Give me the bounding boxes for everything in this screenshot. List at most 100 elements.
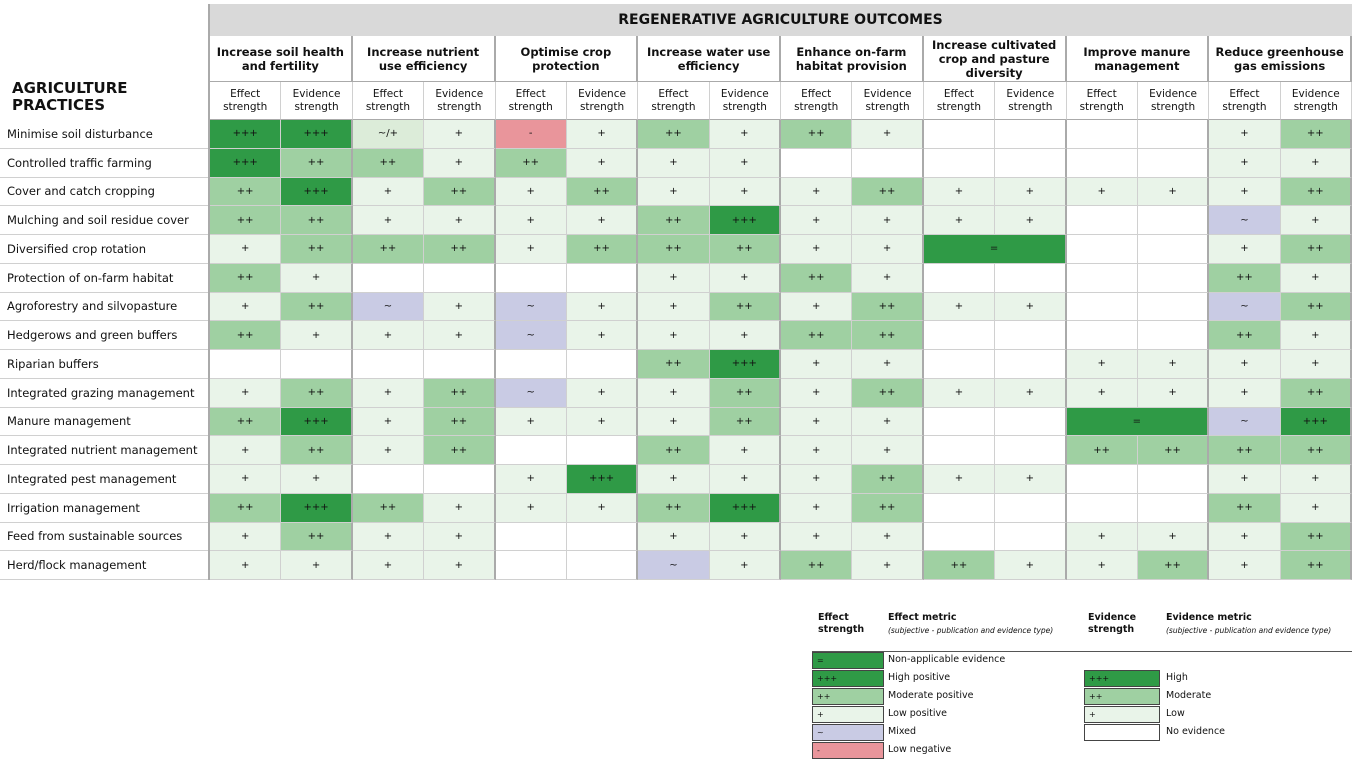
rating-cell: ++ <box>852 177 924 207</box>
rating-cell: ++ <box>210 493 282 523</box>
empty-cell <box>495 350 567 379</box>
empty-cell <box>995 321 1067 350</box>
rating-cell: + <box>1280 465 1352 494</box>
metric-header: Evidence strength <box>852 82 924 120</box>
legend-note: (subjective - publication and evidence t… <box>1166 626 1332 635</box>
rating-cell: ++ <box>210 206 282 235</box>
rating-cell: + <box>781 407 853 437</box>
rating-cell: ++ <box>495 148 567 178</box>
empty-cell <box>495 436 567 465</box>
empty-cell <box>495 263 567 293</box>
empty-cell <box>1066 235 1138 264</box>
practice-label: Manure management <box>0 408 208 437</box>
empty-cell <box>923 407 996 437</box>
rating-cell: + <box>638 263 710 293</box>
practice-label: Integrated grazing management <box>0 379 208 408</box>
rating-cell: ~ <box>495 321 567 350</box>
empty-cell <box>995 263 1067 293</box>
rating-cell: + <box>566 148 639 178</box>
rating-cell: ++ <box>781 120 853 149</box>
rating-cell: ++ <box>638 120 710 149</box>
rating-cell: ~ <box>1209 292 1281 322</box>
rating-cell: + <box>781 235 853 264</box>
rating-cell: + <box>495 465 567 494</box>
rating-cell: + <box>781 177 853 207</box>
rating-cell: + <box>281 551 353 580</box>
empty-cell <box>1066 206 1138 235</box>
rating-cell: ++ <box>424 177 496 207</box>
rating-cell: + <box>638 465 710 494</box>
rating-cell: + <box>424 522 496 552</box>
rating-cell: + <box>281 465 353 494</box>
practice-label: Feed from sustainable sources <box>0 523 208 552</box>
rating-cell: +++ <box>709 350 781 379</box>
outcome-header: Increase nutrient use efficiency <box>352 36 496 82</box>
legend-heading: Effect metric <box>888 612 957 623</box>
rating-cell: ++ <box>709 235 781 264</box>
empty-cell <box>1066 292 1138 322</box>
rating-cell: ++ <box>709 407 781 437</box>
rating-cell: ++ <box>424 436 496 465</box>
practice-label: Irrigation management <box>0 494 208 523</box>
legend-heading: Effect strength <box>818 612 865 635</box>
rating-cell: ++ <box>638 350 710 379</box>
legend-label: Moderate positive <box>888 690 974 701</box>
rating-cell: + <box>1137 177 1210 207</box>
rating-cell: +++ <box>210 120 282 149</box>
rating-cell: + <box>210 292 282 322</box>
rating-cell: ++ <box>424 407 496 437</box>
rating-cell: ++ <box>1280 551 1352 580</box>
rating-cell: + <box>781 292 853 322</box>
outcome-header: Increase soil health and fertility <box>210 36 353 82</box>
rating-cell: + <box>709 148 781 178</box>
empty-cell <box>1137 235 1210 264</box>
empty-cell <box>995 493 1067 523</box>
rating-cell: + <box>995 378 1067 408</box>
rating-cell: + <box>1280 321 1352 350</box>
rating-cell: + <box>852 206 924 235</box>
empty-cell <box>1137 321 1210 350</box>
legend-label: Low negative <box>888 744 952 755</box>
empty-cell <box>1066 493 1138 523</box>
rating-cell: + <box>1280 350 1352 379</box>
empty-cell <box>923 148 996 178</box>
rating-cell: + <box>1280 206 1352 235</box>
rating-cell: + <box>1066 350 1138 379</box>
rating-cell: + <box>1209 235 1281 264</box>
legend-swatch: + <box>1084 706 1160 723</box>
rating-cell: + <box>281 321 353 350</box>
practice-label: Diversified crop rotation <box>0 235 208 264</box>
rating-cell: + <box>852 235 924 264</box>
empty-cell <box>995 407 1067 437</box>
rating-cell: +++ <box>281 120 353 149</box>
empty-cell <box>1066 263 1138 293</box>
rating-cell: ~ <box>352 292 425 322</box>
empty-cell <box>566 350 639 379</box>
empty-cell <box>495 522 567 552</box>
legend-rule <box>812 651 1352 652</box>
metric-header: Evidence strength <box>424 82 496 120</box>
rating-cell: + <box>638 148 710 178</box>
empty-cell <box>1137 292 1210 322</box>
rating-cell: ++ <box>1280 177 1352 207</box>
outcome-header: Increase cultivated crop and pasture div… <box>923 36 1067 82</box>
rating-cell: + <box>1280 148 1352 178</box>
rating-cell: + <box>923 177 996 207</box>
rating-cell: ++ <box>923 551 996 580</box>
empty-cell <box>1137 120 1210 149</box>
practice-label: Protection of on-farm habitat <box>0 264 208 293</box>
rating-cell: ++ <box>281 206 353 235</box>
rating-cell: + <box>852 551 924 580</box>
rating-cell: + <box>709 177 781 207</box>
rating-cell: + <box>1066 177 1138 207</box>
rating-cell: + <box>424 148 496 178</box>
rating-cell: + <box>638 407 710 437</box>
rating-cell: + <box>1209 378 1281 408</box>
rating-cell: + <box>495 206 567 235</box>
rating-cell: ++ <box>210 321 282 350</box>
rating-cell: ~ <box>495 378 567 408</box>
rating-cell: ++ <box>638 206 710 235</box>
rating-cell: + <box>638 522 710 552</box>
legend-label: High positive <box>888 672 951 683</box>
